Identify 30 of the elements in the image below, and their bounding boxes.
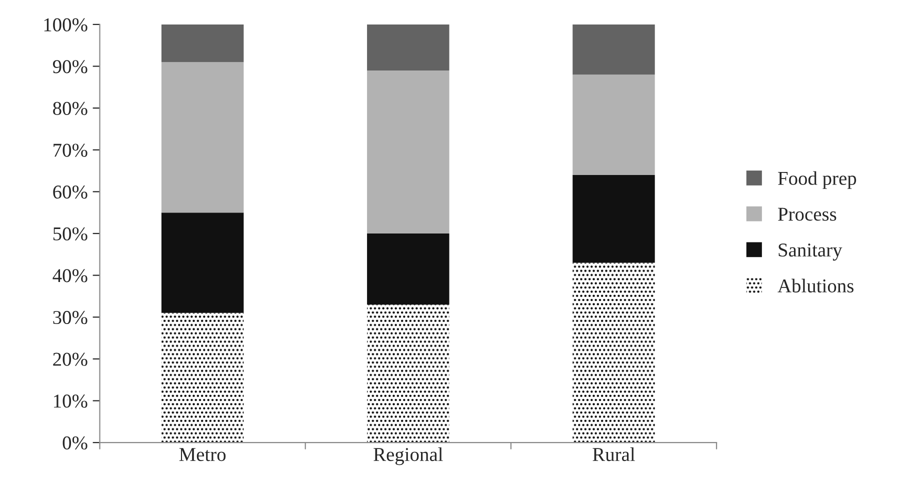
y-tick-label: 50%: [53, 227, 88, 240]
bar: [367, 24, 450, 70]
bar: [572, 74, 655, 175]
bar: [367, 70, 450, 234]
legend-label: Process: [778, 208, 836, 221]
y-tick-label: 100%: [44, 18, 88, 32]
y-tick-label: 70%: [54, 144, 88, 157]
y-tick-label: 80%: [53, 102, 88, 116]
legend-label: Sanitary: [778, 244, 842, 261]
bar: [161, 312, 244, 443]
bar: [367, 304, 450, 443]
y-tick-label: 30%: [53, 310, 88, 324]
bar: [572, 262, 655, 443]
x-tick-label: Regional: [374, 447, 443, 466]
bar: [161, 212, 244, 313]
bar: [161, 24, 244, 62]
y-tick-label: 40%: [52, 269, 88, 282]
bar: [572, 174, 655, 263]
bar: [367, 234, 450, 305]
x-tick-label: Rural: [592, 447, 635, 462]
legend-label: Food prep: [778, 171, 856, 189]
bar: [572, 24, 655, 75]
legend-label: Ablutions: [778, 278, 854, 292]
y-tick-label: 10%: [54, 394, 88, 408]
x-tick-label: Metro: [179, 448, 226, 462]
y-tick-label: 0%: [62, 436, 88, 450]
y-tick-label: 90%: [52, 60, 88, 74]
y-tick-label: 20%: [53, 352, 88, 366]
bar: [161, 62, 244, 213]
y-tick-label: 60%: [53, 186, 88, 199]
